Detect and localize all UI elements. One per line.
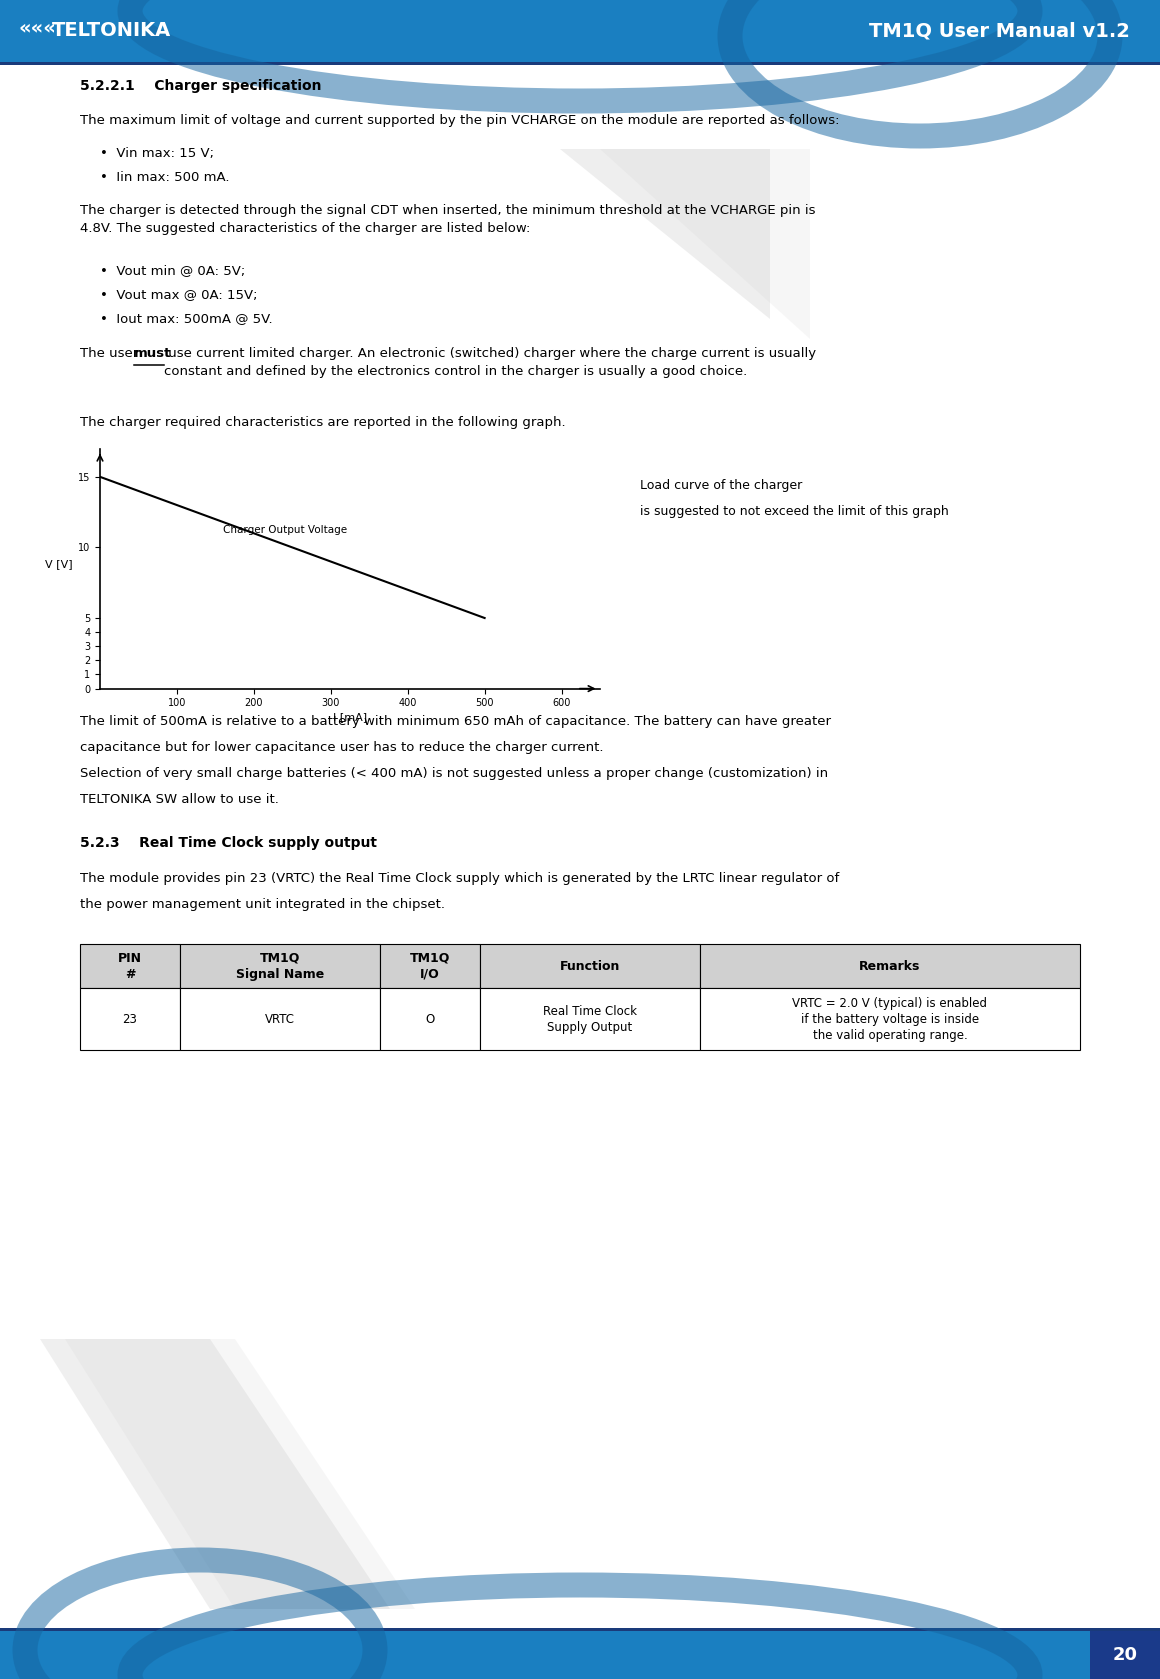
- Text: Function: Function: [560, 960, 621, 972]
- Bar: [80, 989, 180, 1051]
- Polygon shape: [600, 149, 810, 339]
- Bar: [0, 62, 1160, 65]
- Bar: [0, 1630, 1160, 1679]
- Bar: [180, 989, 380, 1051]
- Text: use current limited charger. An electronic (switched) charger where the charge c: use current limited charger. An electron…: [164, 348, 817, 378]
- Text: Charger Output Voltage: Charger Output Voltage: [223, 526, 347, 536]
- Text: 20: 20: [1112, 1645, 1138, 1664]
- Text: Selection of very small charge batteries (< 400 mA) is not suggested unless a pr: Selection of very small charge batteries…: [80, 767, 828, 781]
- Text: PIN
#: PIN #: [118, 952, 142, 981]
- Text: VRTC: VRTC: [264, 1012, 295, 1026]
- Text: the power management unit integrated in the chipset.: the power management unit integrated in …: [80, 898, 445, 912]
- Text: The maximum limit of voltage and current supported by the pin VCHARGE on the mod: The maximum limit of voltage and current…: [80, 114, 840, 128]
- Text: is suggested to not exceed the limit of this graph: is suggested to not exceed the limit of …: [640, 505, 949, 519]
- Text: TELTONIKA SW allow to use it.: TELTONIKA SW allow to use it.: [80, 792, 278, 806]
- Bar: [480, 989, 699, 1051]
- Bar: [699, 989, 1080, 1051]
- Text: «««: «««: [19, 18, 56, 37]
- Bar: [180, 944, 380, 989]
- Text: TM1Q
Signal Name: TM1Q Signal Name: [235, 952, 324, 981]
- Text: capacitance but for lower capacitance user has to reduce the charger current.: capacitance but for lower capacitance us…: [80, 740, 603, 754]
- Bar: [1090, 1630, 1160, 1679]
- Text: must: must: [135, 348, 172, 361]
- Text: TM1Q
I/O: TM1Q I/O: [409, 952, 450, 981]
- Bar: [380, 989, 480, 1051]
- Polygon shape: [39, 1338, 390, 1608]
- Text: TELTONIKA: TELTONIKA: [52, 22, 172, 40]
- Text: Load curve of the charger: Load curve of the charger: [640, 479, 803, 492]
- Bar: [699, 944, 1080, 989]
- Text: •  Vin max: 15 V;: • Vin max: 15 V;: [100, 148, 213, 160]
- Text: Remarks: Remarks: [860, 960, 921, 972]
- Text: The module provides pin 23 (VRTC) the Real Time Clock supply which is generated : The module provides pin 23 (VRTC) the Re…: [80, 871, 839, 885]
- Bar: [480, 944, 699, 989]
- Text: •  Iout max: 500mA @ 5V.: • Iout max: 500mA @ 5V.: [100, 312, 273, 326]
- Bar: [80, 944, 180, 989]
- Text: O: O: [426, 1012, 435, 1026]
- Text: The user: The user: [80, 348, 143, 361]
- X-axis label: I [mA]: I [mA]: [333, 712, 367, 722]
- Text: •  Vout max @ 0A: 15V;: • Vout max @ 0A: 15V;: [100, 289, 258, 301]
- Text: The charger required characteristics are reported in the following graph.: The charger required characteristics are…: [80, 416, 566, 428]
- Text: 5.2.3    Real Time Clock supply output: 5.2.3 Real Time Clock supply output: [80, 836, 377, 851]
- Text: TM1Q User Manual v1.2: TM1Q User Manual v1.2: [869, 22, 1130, 40]
- Text: VRTC = 2.0 V (typical) is enabled
if the battery voltage is inside
the valid ope: VRTC = 2.0 V (typical) is enabled if the…: [792, 997, 987, 1041]
- Bar: [0, 1629, 1160, 1630]
- Bar: [0, 0, 1160, 62]
- Y-axis label: V [V]: V [V]: [44, 559, 72, 569]
- Text: The charger is detected through the signal CDT when inserted, the minimum thresh: The charger is detected through the sign…: [80, 205, 815, 235]
- Text: •  Iin max: 500 mA.: • Iin max: 500 mA.: [100, 171, 230, 185]
- Bar: [380, 944, 480, 989]
- Polygon shape: [560, 149, 770, 319]
- Text: The limit of 500mA is relative to a battery with minimum 650 mAh of capacitance.: The limit of 500mA is relative to a batt…: [80, 715, 831, 729]
- Polygon shape: [65, 1338, 415, 1608]
- Text: Real Time Clock
Supply Output: Real Time Clock Supply Output: [543, 1004, 637, 1034]
- Text: 5.2.2.1    Charger specification: 5.2.2.1 Charger specification: [80, 79, 321, 92]
- Text: •  Vout min @ 0A: 5V;: • Vout min @ 0A: 5V;: [100, 264, 245, 277]
- Text: 23: 23: [123, 1012, 137, 1026]
